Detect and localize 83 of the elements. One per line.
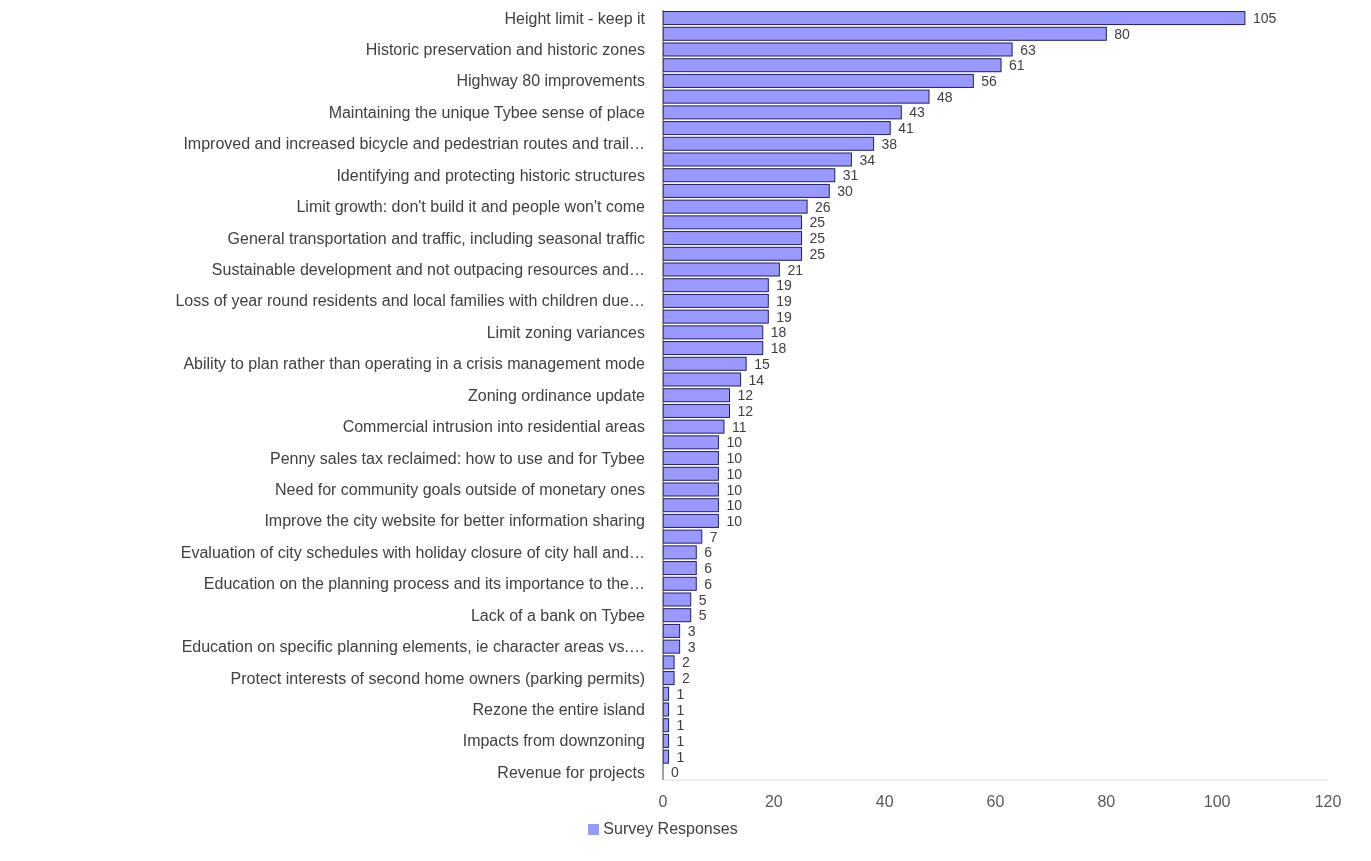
x-tick-label: 100: [1203, 793, 1231, 811]
data-label: 38: [881, 135, 898, 152]
data-label: 5: [698, 591, 707, 608]
data-label: 63: [1020, 41, 1036, 58]
y-tick-label: Zoning ordinance update: [467, 386, 646, 404]
data-label: 6: [704, 575, 713, 592]
y-tick-label: Improved and increased bicycle and pedestrian routes and trail…: [183, 135, 645, 153]
y-tick-label: Protect interests of second home owners (parking permits): [230, 669, 645, 687]
y-tick-label: Identifying and protecting historic structures: [336, 166, 645, 184]
data-label: 25: [809, 230, 826, 247]
y-tick-label: General transportation and traffic, including seasonal traffic: [227, 229, 645, 247]
y-tick-label: Height limit - keep it: [504, 9, 646, 27]
x-tick-label: 20: [764, 793, 783, 811]
data-label: 48: [937, 88, 953, 105]
x-tick-label: 80: [1097, 793, 1116, 811]
x-tick-label: 0: [658, 793, 668, 811]
x-tick-label: 120: [1314, 793, 1342, 811]
data-label: 6: [704, 560, 713, 577]
y-tick-label: Lack of a bank on Tybee: [470, 606, 646, 624]
data-label: 6: [704, 544, 713, 561]
y-tick-label: Evaluation of city schedules with holiday closure of city hall and…: [180, 543, 645, 561]
data-label: 2: [682, 670, 691, 687]
data-label: 31: [842, 167, 859, 184]
data-label: 26: [815, 198, 831, 215]
y-tick-label: Need for community goals outside of monetary ones: [275, 480, 645, 498]
y-tick-label: Penny sales tax reclaimed: how to use and for Tybee: [269, 449, 646, 467]
data-label: 3: [687, 638, 696, 655]
data-label: 1: [676, 732, 685, 749]
data-label: 10: [726, 512, 743, 529]
data-label: 56: [981, 72, 998, 89]
data-label: 19: [776, 308, 793, 325]
bar: [663, 11, 1246, 26]
y-tick-label: Ability to plan rather than operating in a crisis management mode: [183, 355, 646, 373]
data-label: 41: [898, 120, 914, 137]
data-label: 25: [809, 245, 826, 262]
data-label: 10: [726, 450, 743, 467]
data-label: 12: [737, 387, 754, 404]
data-label: 25: [809, 214, 826, 231]
data-label: 10: [726, 497, 743, 514]
y-tick-label: Education on specific planning elements, ie character areas vs.…: [181, 638, 645, 656]
data-label: 43: [909, 104, 926, 121]
data-label: 3: [687, 622, 696, 639]
y-tick-label: Limit growth: don't build it and people won't come: [296, 198, 646, 216]
y-tick-label: Education on the planning process and its importance to the…: [203, 575, 645, 593]
x-tick-label: 40: [875, 793, 894, 811]
data-label: 10: [726, 434, 743, 451]
data-label: 2: [682, 654, 691, 671]
y-tick-label: Rezone the entire island: [472, 700, 645, 718]
data-label: 12: [737, 402, 754, 419]
data-label: 18: [770, 324, 787, 341]
data-label: 30: [837, 182, 854, 199]
data-label: 14: [748, 371, 765, 388]
y-tick-label: Historic preservation and historic zones: [365, 40, 645, 58]
data-label: 11: [731, 418, 747, 435]
y-tick-label: Sustainable development and not outpacing resources and…: [211, 260, 645, 278]
data-label: 1: [676, 717, 685, 734]
data-label: 19: [776, 292, 793, 309]
data-label: 7: [709, 528, 718, 545]
data-label: 1: [676, 748, 685, 765]
y-tick-label: Limit zoning variances: [486, 323, 645, 341]
data-label: 21: [787, 261, 804, 278]
data-label: 10: [726, 481, 743, 498]
data-label: 80: [1114, 25, 1131, 42]
data-label: 5: [698, 607, 707, 624]
data-label: 61: [1009, 57, 1025, 74]
y-tick-label: Improve the city website for better information sharing: [264, 512, 645, 530]
y-tick-label: Highway 80 improvements: [456, 72, 645, 90]
y-tick-label: Commercial intrusion into residential areas: [342, 418, 645, 436]
data-label: 34: [859, 151, 876, 168]
data-label: 0: [671, 764, 679, 781]
data-label: 15: [754, 355, 770, 372]
x-tick-label: 60: [986, 793, 1005, 811]
legend-label: Survey Responses: [603, 820, 738, 837]
data-label: 18: [770, 340, 787, 357]
data-label: 1: [676, 701, 685, 718]
y-tick-label: Impacts from downzoning: [462, 732, 645, 750]
y-tick-label: Loss of year round residents and local families with children due…: [175, 292, 645, 310]
data-label: 10: [726, 465, 743, 482]
data-label: 19: [776, 277, 793, 294]
data-label: 105: [1252, 10, 1277, 27]
data-label: 1: [676, 685, 685, 702]
y-tick-label: Maintaining the unique Tybee sense of place: [328, 103, 646, 121]
y-tick-label: Revenue for projects: [497, 763, 645, 781]
